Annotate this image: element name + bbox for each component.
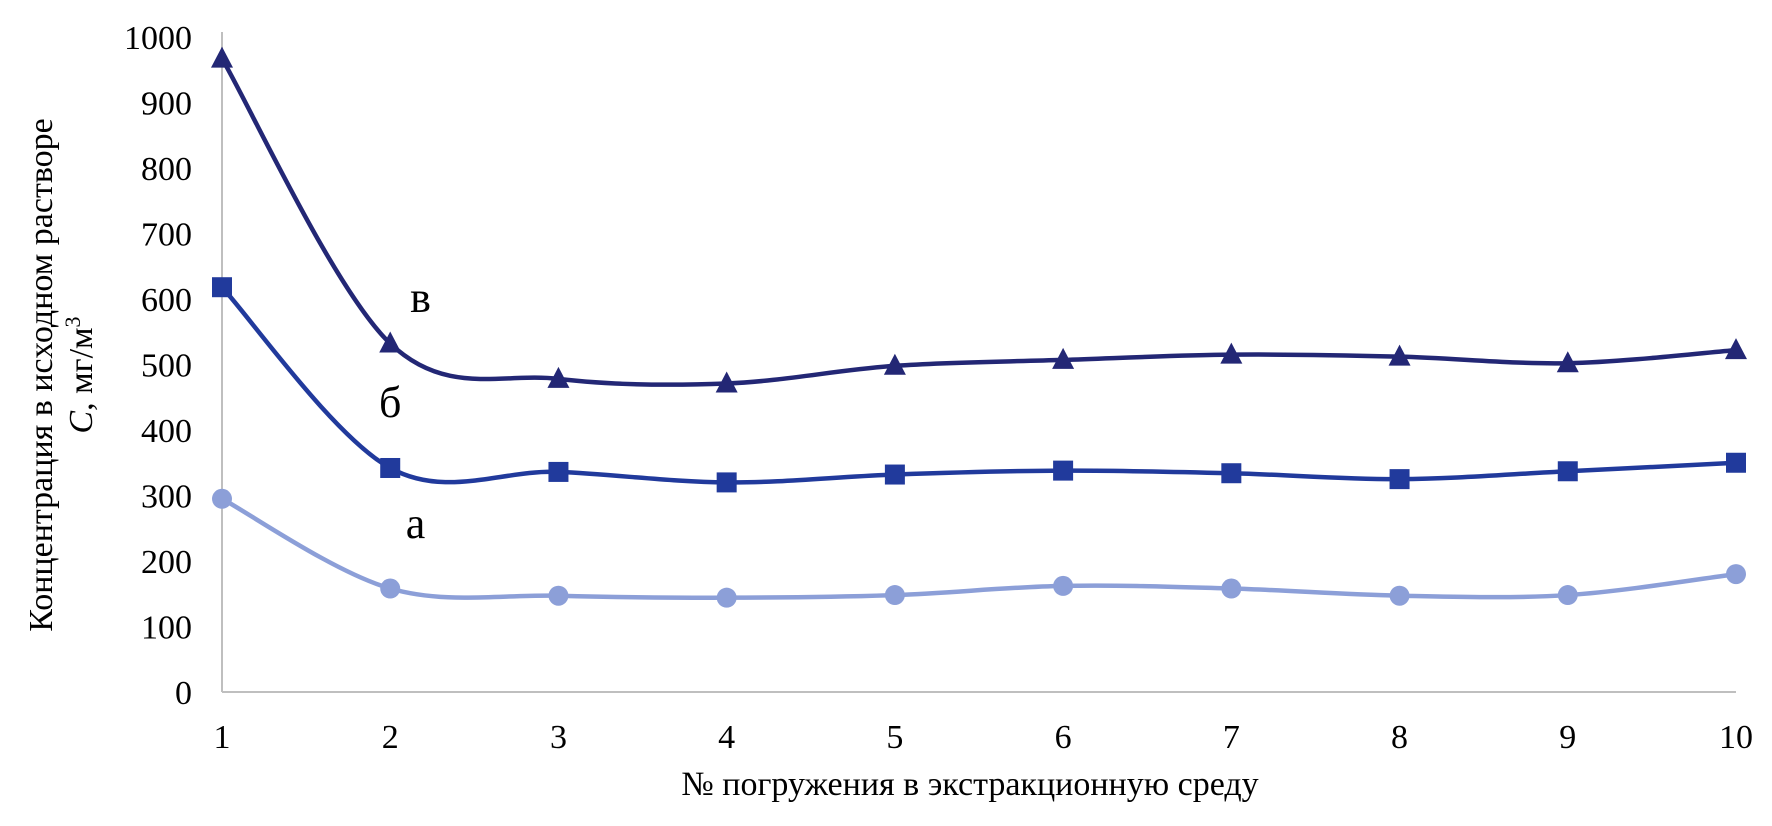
- y-tick-label: 200: [141, 544, 192, 581]
- series-line: [220, 57, 1737, 388]
- data-point: [715, 371, 738, 393]
- data-point: [1726, 564, 1746, 585]
- data-point: [1556, 351, 1579, 373]
- x-axis-title: № погружения в экстракционную среду: [681, 766, 1258, 803]
- data-point: [1725, 338, 1747, 360]
- x-tick-label: 8: [1391, 719, 1408, 756]
- data-point: [1557, 585, 1578, 606]
- data-point: [1221, 578, 1242, 599]
- x-tick-label: 7: [1223, 719, 1240, 756]
- x-tick-label: 4: [718, 719, 735, 756]
- chart-series: [211, 46, 1747, 608]
- series-line: [220, 285, 1737, 485]
- data-point: [547, 366, 570, 388]
- data-point: [883, 353, 906, 375]
- data-point: [380, 457, 401, 478]
- data-point: [1389, 585, 1410, 606]
- data-point: [211, 46, 233, 68]
- y-tick-label: 800: [141, 151, 192, 188]
- series-label-3: в: [410, 273, 431, 322]
- y-axis-unit: , мг/м: [63, 327, 100, 410]
- y-tick-label: 100: [141, 610, 192, 647]
- data-point: [212, 488, 232, 509]
- y-tick-label: 600: [141, 282, 192, 319]
- series-1: [212, 488, 1746, 608]
- chart-axes: [221, 32, 1736, 693]
- data-point: [1388, 344, 1411, 366]
- data-point: [1726, 452, 1746, 473]
- data-point: [548, 461, 569, 482]
- data-point: [548, 585, 569, 606]
- y-tick-label: 300: [141, 479, 192, 516]
- y-axis-ticks: 0 100 200 300 400 500 600 700 800 900 1000: [124, 20, 192, 712]
- data-point: [1557, 461, 1578, 482]
- x-tick-label: 5: [886, 719, 903, 756]
- x-tick-label: 3: [550, 719, 567, 756]
- y-axis-title-line1: Концентрация в исходном растворе: [23, 118, 60, 632]
- data-point: [1220, 342, 1243, 364]
- y-axis-title: Концентрация в исходном растворе C, мг/м…: [23, 118, 100, 632]
- data-point: [716, 472, 737, 493]
- data-point: [1053, 575, 1074, 596]
- data-point: [884, 464, 905, 485]
- y-axis-unit-superscript: 3: [60, 316, 85, 327]
- y-axis-variable: C: [63, 411, 100, 434]
- y-tick-label: 400: [141, 413, 192, 450]
- y-tick-label: 1000: [124, 20, 192, 57]
- data-point: [1221, 463, 1242, 484]
- data-point: [1053, 460, 1074, 481]
- series-labels: а б в: [379, 273, 431, 548]
- data-point: [884, 585, 905, 606]
- y-tick-label: 500: [141, 348, 192, 385]
- data-point: [716, 587, 737, 608]
- x-axis-ticks: 1 2 3 4 5 6 7 8 9 10: [214, 719, 1754, 756]
- y-axis-title-line2: C, мг/м3: [60, 316, 101, 433]
- data-point: [379, 331, 402, 353]
- x-tick-label: 10: [1719, 719, 1753, 756]
- data-point: [1052, 347, 1075, 369]
- x-tick-label: 1: [214, 719, 231, 756]
- series-3: [211, 46, 1747, 393]
- y-tick-label: 700: [141, 217, 192, 254]
- series-line: [220, 496, 1737, 600]
- data-point: [380, 578, 401, 599]
- x-tick-label: 6: [1055, 719, 1072, 756]
- series-2: [212, 277, 1746, 493]
- data-point: [212, 277, 232, 298]
- x-tick-label: 2: [382, 719, 399, 756]
- data-point: [1389, 469, 1410, 490]
- y-tick-label: 900: [141, 86, 192, 123]
- series-label-2: б: [379, 378, 401, 427]
- series-label-1: а: [406, 499, 426, 548]
- x-tick-label: 9: [1559, 719, 1576, 756]
- y-tick-label: 0: [175, 675, 192, 712]
